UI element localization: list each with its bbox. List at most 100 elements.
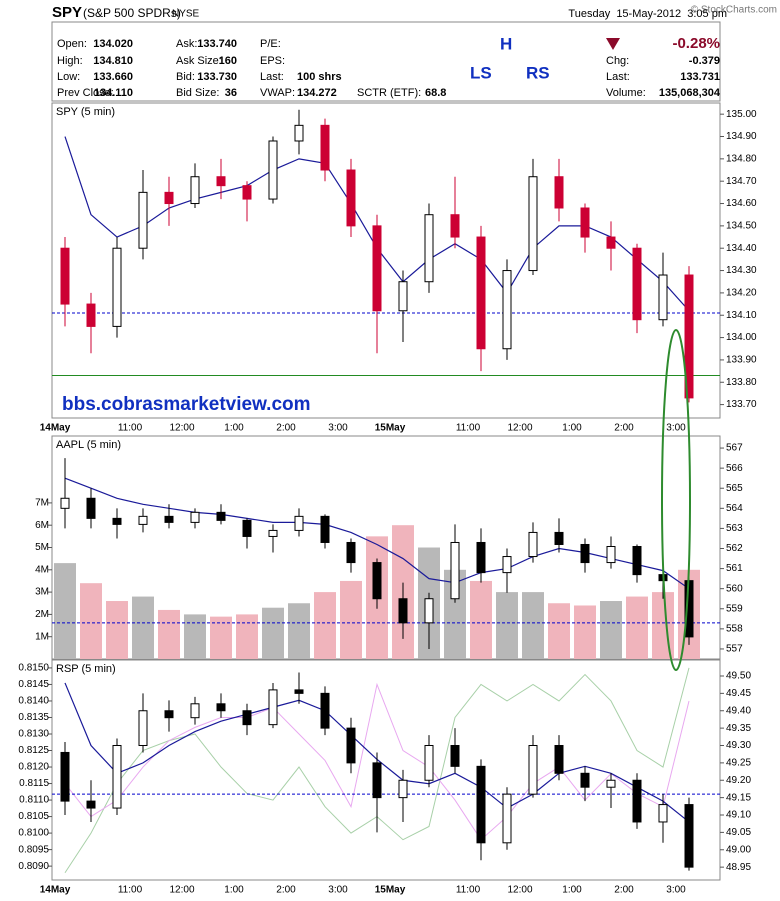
y2-tick-label: 0.8130: [18, 729, 49, 740]
volume-bar: [444, 569, 466, 659]
candle-body: [294, 124, 304, 142]
candle-body: [476, 765, 486, 844]
candle-body: [684, 804, 694, 868]
y2-tick-label: 2M: [35, 609, 49, 620]
volume-bar: [80, 583, 102, 659]
candle-body: [60, 247, 70, 305]
y2-tick-label: 4M: [35, 564, 49, 575]
candle-body: [242, 185, 252, 200]
candle-body: [346, 169, 356, 227]
y-tick-label: 48.95: [726, 862, 751, 873]
quote-cell: Prev Close:: [57, 87, 114, 99]
quote-value: 133.731: [680, 71, 720, 83]
quote-cell: High:: [57, 55, 83, 67]
volume-bar: [132, 596, 154, 659]
candle-body: [346, 541, 356, 564]
y-tick-label: 560: [726, 583, 743, 594]
volume-bar: [652, 592, 674, 659]
candle-body: [268, 689, 278, 726]
x-tick-label: 12:00: [507, 423, 532, 434]
x-tick-label: 15May: [375, 885, 406, 896]
volume-bar: [548, 603, 570, 659]
quote-cell: 134.020: [93, 38, 133, 50]
annotation: H: [500, 34, 512, 53]
candle-body: [190, 511, 200, 523]
y-tick-label: 557: [726, 644, 743, 655]
candle-body: [476, 541, 486, 574]
candle-body: [216, 176, 226, 187]
volume-bar: [340, 580, 362, 659]
quote-cell: Ask:: [176, 38, 197, 50]
candle-body: [528, 744, 538, 795]
candle-body: [86, 303, 96, 327]
annotation: RS: [526, 63, 550, 82]
x-tick-label: 14May: [40, 885, 71, 896]
quote-cell: 133.660: [93, 71, 133, 83]
x-tick-label: 11:00: [456, 423, 481, 434]
quote-cell: Low:: [57, 71, 80, 83]
candle-body: [424, 598, 434, 624]
quote-cell: 134.810: [93, 55, 133, 67]
volume-bar: [574, 605, 596, 659]
y-tick-label: 49.00: [726, 844, 751, 855]
down-arrow: [606, 38, 620, 50]
candle-body: [658, 804, 668, 823]
candle-body: [242, 710, 252, 726]
candle-body: [606, 545, 616, 564]
highlight-ellipse: [661, 329, 691, 671]
y2-tick-label: 0.8135: [18, 712, 49, 723]
y-tick-label: 49.45: [726, 688, 751, 699]
quote-label: Chg:: [606, 55, 629, 67]
candle-body: [138, 515, 148, 525]
y-tick-label: 135.00: [726, 109, 757, 120]
candle-body: [86, 800, 96, 809]
x-tick-label: 11:00: [118, 423, 143, 434]
y2-tick-label: 3M: [35, 587, 49, 598]
volume-bar: [184, 614, 206, 659]
volume-bar: [158, 609, 180, 659]
candle-body: [450, 214, 460, 238]
y2-tick-label: 0.8125: [18, 745, 49, 756]
y-tick-label: 134.70: [726, 176, 757, 187]
candle-body: [320, 692, 330, 729]
candle-body: [372, 225, 382, 312]
candle-body: [346, 727, 356, 764]
y-tick-label: 49.20: [726, 775, 751, 786]
quote-label: Volume:: [606, 87, 646, 99]
panel-title: RSP (5 min): [56, 663, 116, 675]
y2-tick-label: 0.8120: [18, 762, 49, 773]
candle-body: [60, 497, 70, 509]
y-tick-label: 563: [726, 523, 743, 534]
candle-body: [658, 274, 668, 321]
y2-tick-label: 1M: [35, 631, 49, 642]
candle-body: [320, 515, 330, 543]
y-tick-label: 134.90: [726, 131, 757, 142]
quote-cell: EPS:: [260, 55, 285, 67]
y-tick-label: 49.50: [726, 671, 751, 682]
y2-tick-label: 0.8115: [19, 778, 49, 789]
y-tick-label: 133.90: [726, 355, 757, 366]
y-tick-label: 49.35: [726, 723, 751, 734]
candle-body: [164, 191, 174, 205]
y-tick-label: 567: [726, 443, 743, 454]
quote-cell: 133.740: [197, 38, 237, 50]
y2-tick-label: 0.8105: [18, 811, 49, 822]
y-tick-label: 134.40: [726, 243, 757, 254]
volume-bar: [314, 592, 336, 659]
y-tick-label: 134.50: [726, 221, 757, 232]
x-tick-label: 3:00: [328, 423, 348, 434]
y-tick-label: 49.05: [726, 827, 751, 838]
candle-body: [502, 556, 512, 574]
candle-body: [502, 793, 512, 844]
x-tick-label: 2:00: [276, 885, 296, 896]
x-tick-label: 1:00: [562, 423, 582, 434]
y-tick-label: 558: [726, 624, 743, 635]
candle-body: [242, 519, 252, 537]
candle-body: [190, 176, 200, 205]
quote-cell: Ask Size:: [176, 55, 222, 67]
y-tick-label: 562: [726, 543, 743, 554]
candle-body: [268, 140, 278, 200]
quote-cell: SCTR (ETF):: [357, 87, 421, 99]
volume-bar: [626, 596, 648, 659]
volume-bar: [262, 607, 284, 659]
